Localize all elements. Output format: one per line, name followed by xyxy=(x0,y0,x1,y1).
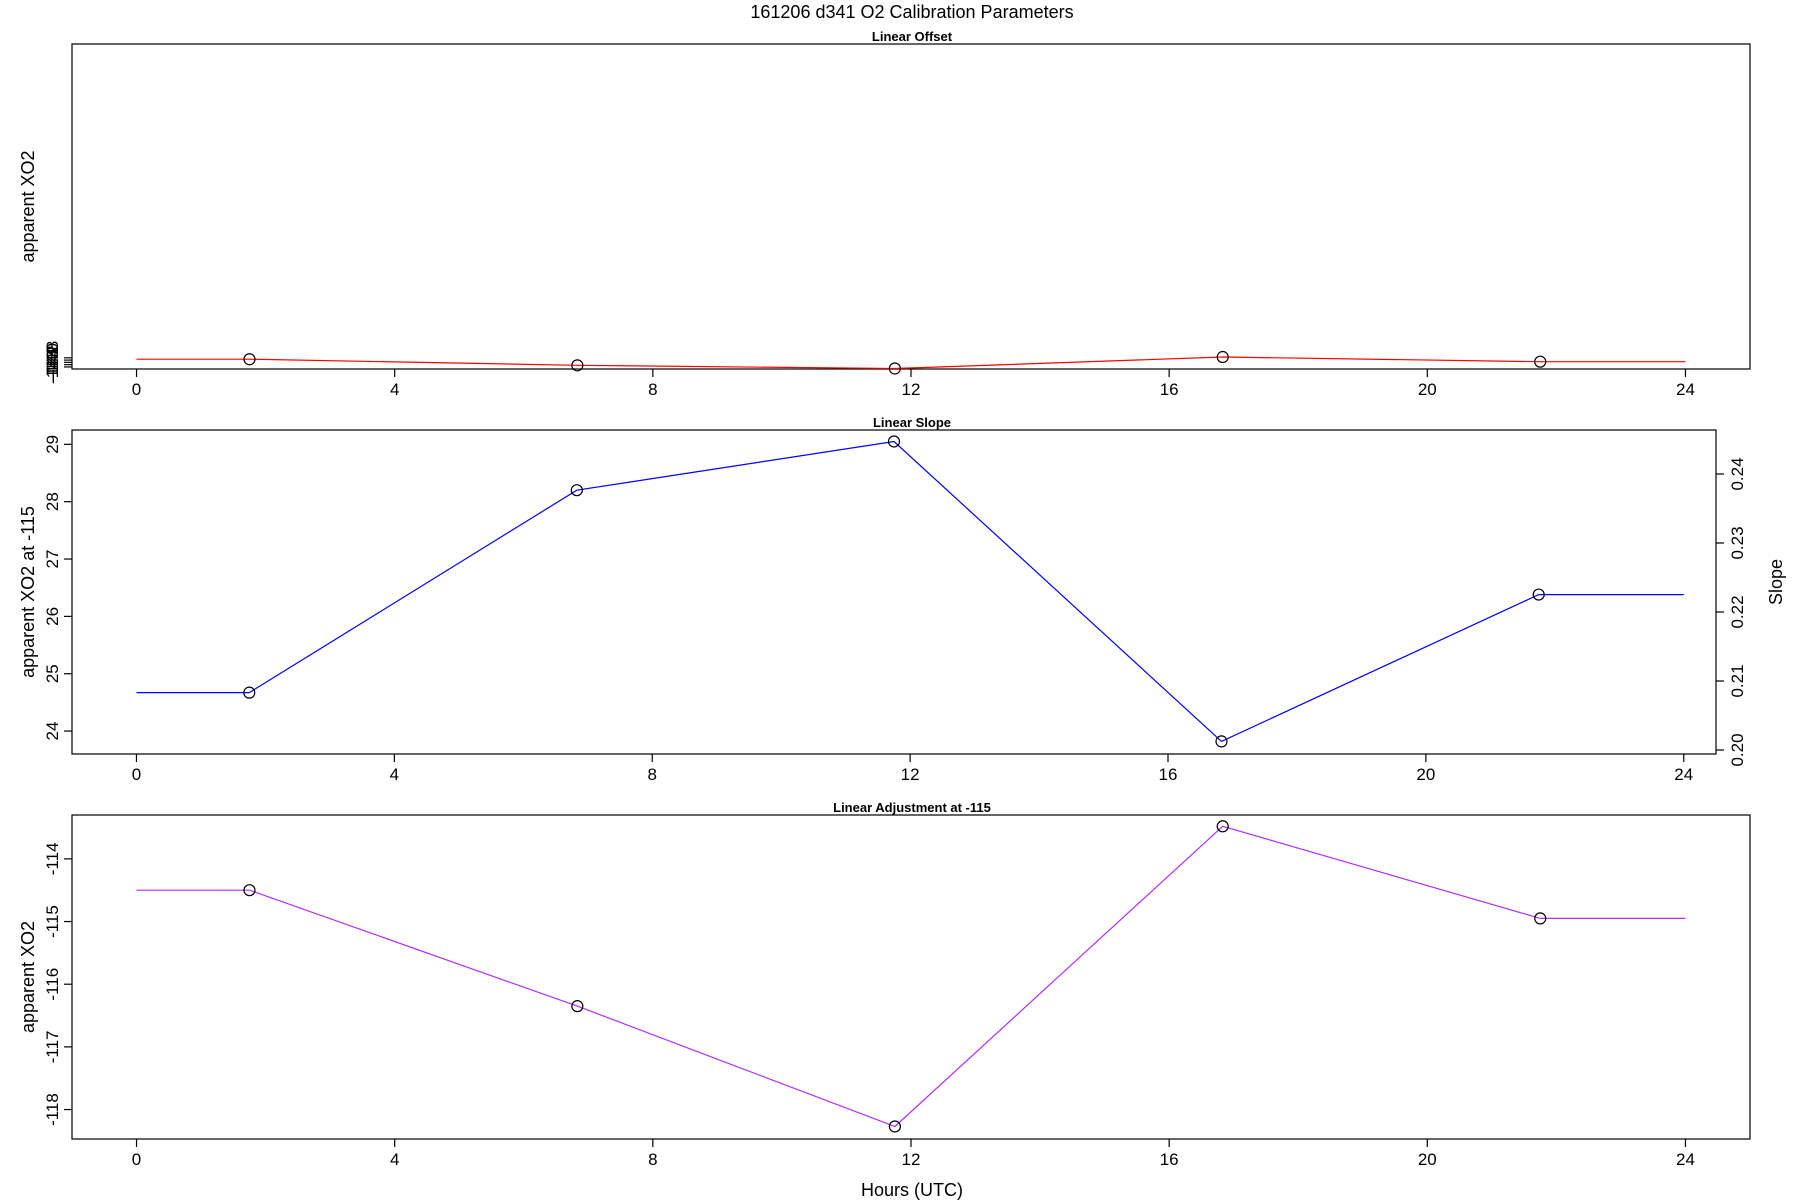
x-tick-label: 8 xyxy=(648,765,657,784)
x-tick-label: 12 xyxy=(902,1150,921,1169)
x-tick-label: 24 xyxy=(1674,765,1693,784)
x-tick-label: 20 xyxy=(1418,380,1437,399)
series-line xyxy=(136,440,1684,743)
data-point xyxy=(570,484,583,497)
data-point xyxy=(1215,735,1228,748)
y-tick-label: 25 xyxy=(43,664,62,683)
data-point xyxy=(1532,588,1545,601)
x-tick-label: 4 xyxy=(390,380,399,399)
y-tick-label: -144 xyxy=(43,348,62,382)
data-point xyxy=(1534,912,1547,925)
y-right-tick-label: 0.21 xyxy=(1728,664,1747,697)
x-tick-label: 4 xyxy=(390,765,399,784)
y-tick-label: -142 xyxy=(43,345,62,379)
data-point xyxy=(571,1000,584,1013)
x-tick-label: 8 xyxy=(648,380,657,399)
y-right-tick-label: 0.23 xyxy=(1728,526,1747,559)
series-line xyxy=(136,356,1686,370)
data-point xyxy=(243,353,256,366)
data-point xyxy=(243,686,256,699)
data-point xyxy=(1216,350,1229,364)
y-axis-label: apparent XO2 at -115 xyxy=(18,506,38,678)
x-tick-label: 8 xyxy=(648,1150,657,1169)
x-tick-label: 0 xyxy=(132,1150,141,1169)
plot-frame xyxy=(71,429,1717,755)
y-tick-label: -114 xyxy=(43,842,62,875)
y-tick-label: -140 xyxy=(43,343,62,377)
y-tick-label: -117 xyxy=(43,1030,62,1063)
x-tick-label: 16 xyxy=(1159,765,1178,784)
y-tick-label: 28 xyxy=(43,492,62,511)
data-point xyxy=(1534,355,1547,368)
x-tick-label: 12 xyxy=(901,765,920,784)
y-tick-label: 24 xyxy=(43,722,62,741)
x-tick-label: 20 xyxy=(1418,1150,1437,1169)
y-right-tick-label: 0.24 xyxy=(1728,457,1747,490)
chart-panel-3: Linear Adjustment at -115 0 4 8 12 16 20 24 -114… xyxy=(18,800,1751,1169)
x-tick-label: 0 xyxy=(132,765,141,784)
figure-title: 161206 d341 O2 Calibration Parameters xyxy=(750,2,1073,22)
x-tick-label: 16 xyxy=(1160,380,1179,399)
data-point xyxy=(571,359,584,372)
panel-title: Linear Adjustment at -115 xyxy=(833,800,991,815)
x-tick-label: 24 xyxy=(1676,380,1695,399)
data-point xyxy=(888,1120,901,1133)
y-axis-label: apparent XO2 xyxy=(18,150,38,262)
y-tick-label: 26 xyxy=(43,607,62,626)
panels-group: Linear Offset 0 4 8 12 16 20 24 -138-140-142-144… xyxy=(18,29,1786,1169)
y-right-tick-label: 0.20 xyxy=(1728,733,1747,766)
data-point xyxy=(888,362,901,375)
plot-frame xyxy=(71,43,1751,370)
y-tick-label: -118 xyxy=(43,1093,62,1126)
data-point xyxy=(1216,820,1229,833)
y-tick-label: -146 xyxy=(43,350,62,384)
y-tick-label: -115 xyxy=(43,905,62,938)
y-axis-label: apparent XO2 xyxy=(18,921,38,1033)
y-tick-label: 29 xyxy=(43,435,62,454)
y-tick-label: -116 xyxy=(43,968,62,1001)
y-tick-label: -138 xyxy=(43,341,62,375)
plot-frame xyxy=(71,814,1751,1140)
y-right-tick-label: 0.22 xyxy=(1728,595,1747,628)
x-tick-label: 0 xyxy=(132,380,141,399)
x-tick-label: 12 xyxy=(902,380,921,399)
x-tick-label: 20 xyxy=(1416,765,1435,784)
y-tick-label: 27 xyxy=(43,550,62,569)
chart-panel-1: Linear Offset 0 4 8 12 16 20 24 -138-140-142-144… xyxy=(18,29,1751,399)
x-tick-label: 4 xyxy=(390,1150,399,1169)
panel-title: Linear Offset xyxy=(872,29,953,44)
x-tick-label: 16 xyxy=(1160,1150,1179,1169)
data-point xyxy=(887,435,901,448)
x-axis-label: Hours (UTC) xyxy=(861,1180,963,1200)
y-right-axis-label: Slope xyxy=(1766,559,1786,605)
x-tick-label: 24 xyxy=(1676,1150,1695,1169)
data-point xyxy=(243,884,256,897)
series-line xyxy=(136,825,1686,1128)
chart-panel-2: Linear Slope 0 4 8 12 16 20 24 24 25 26 27 28 29 appar… xyxy=(18,415,1786,784)
panel-title: Linear Slope xyxy=(873,415,951,430)
